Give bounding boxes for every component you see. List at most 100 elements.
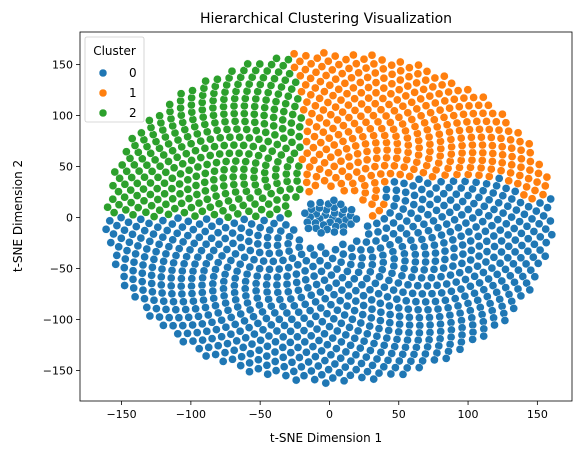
scatter-point-cluster-0 [221, 322, 231, 332]
scatter-point-cluster-0 [215, 217, 224, 226]
scatter-point-cluster-0 [112, 221, 122, 230]
scatter-point-cluster-0 [256, 335, 265, 345]
scatter-point-cluster-0 [144, 219, 154, 228]
scatter-point-cluster-0 [251, 279, 261, 288]
scatter-point-cluster-0 [259, 256, 268, 266]
scatter-point-cluster-0 [379, 214, 389, 224]
scatter-point-cluster-0 [523, 234, 533, 244]
scatter-point-cluster-2 [272, 178, 282, 188]
scatter-point-cluster-1 [305, 162, 315, 172]
scatter-point-cluster-2 [212, 158, 221, 167]
scatter-point-cluster-2 [239, 109, 249, 118]
scatter-point-cluster-0 [311, 352, 320, 361]
scatter-point-cluster-0 [358, 310, 368, 319]
scatter-point-cluster-0 [339, 376, 349, 386]
scatter-point-cluster-0 [379, 362, 389, 372]
scatter-point-cluster-1 [525, 148, 535, 158]
scatter-point-cluster-2 [219, 181, 229, 191]
scatter-point-cluster-0 [501, 184, 511, 193]
scatter-point-cluster-1 [465, 125, 474, 134]
scatter-point-cluster-0 [197, 246, 206, 255]
legend-label-1: 1 [129, 86, 137, 100]
scatter-point-cluster-0 [400, 249, 409, 259]
scatter-point-cluster-0 [263, 233, 272, 242]
scatter-point-cluster-0 [187, 289, 197, 298]
scatter-point-cluster-1 [355, 78, 365, 87]
scatter-point-cluster-2 [197, 206, 207, 216]
scatter-point-cluster-1 [309, 156, 319, 165]
scatter-point-cluster-0 [389, 229, 398, 239]
scatter-point-cluster-0 [285, 338, 295, 347]
scatter-point-cluster-0 [385, 301, 394, 311]
scatter-point-cluster-1 [412, 157, 422, 167]
scatter-point-cluster-0 [435, 334, 445, 344]
scatter-point-cluster-2 [127, 173, 137, 182]
scatter-point-cluster-0 [214, 239, 224, 249]
scatter-point-cluster-0 [354, 267, 363, 277]
scatter-point-cluster-0 [357, 359, 366, 368]
scatter-point-cluster-0 [198, 335, 207, 345]
scatter-point-cluster-0 [387, 349, 397, 358]
scatter-point-cluster-2 [251, 158, 261, 168]
scatter-point-cluster-2 [198, 90, 208, 100]
scatter-point-cluster-0 [351, 296, 361, 306]
scatter-point-cluster-1 [295, 57, 305, 66]
scatter-point-cluster-0 [492, 181, 501, 191]
scatter-point-cluster-1 [506, 135, 515, 145]
scatter-point-cluster-2 [249, 166, 259, 175]
scatter-point-cluster-2 [150, 155, 160, 165]
scatter-point-cluster-1 [395, 75, 405, 85]
scatter-point-cluster-1 [358, 132, 368, 142]
scatter-point-cluster-0 [284, 246, 294, 256]
scatter-point-cluster-0 [524, 202, 533, 212]
scatter-point-cluster-0 [337, 337, 346, 347]
scatter-point-cluster-2 [181, 149, 191, 159]
scatter-point-cluster-2 [258, 144, 268, 153]
scatter-point-cluster-0 [371, 236, 381, 246]
scatter-point-cluster-0 [148, 287, 157, 297]
scatter-point-cluster-0 [183, 329, 192, 338]
y-tick-label: −100 [43, 313, 73, 326]
scatter-point-cluster-0 [437, 212, 447, 222]
scatter-point-cluster-0 [461, 275, 470, 284]
scatter-point-cluster-2 [155, 143, 164, 153]
scatter-point-cluster-0 [106, 238, 116, 247]
scatter-point-cluster-0 [403, 335, 412, 345]
legend-entry-0: 0 [98, 66, 137, 80]
scatter-point-cluster-0 [408, 181, 418, 191]
scatter-point-cluster-0 [124, 217, 133, 227]
scatter-point-cluster-1 [311, 101, 320, 111]
scatter-point-cluster-0 [378, 258, 388, 267]
scatter-point-cluster-1 [507, 143, 517, 153]
scatter-point-cluster-1 [348, 179, 358, 188]
scatter-point-cluster-0 [479, 331, 489, 341]
scatter-point-cluster-2 [250, 199, 260, 209]
scatter-point-cluster-0 [489, 313, 498, 323]
scatter-point-cluster-0 [101, 224, 111, 234]
scatter-point-cluster-1 [334, 84, 344, 94]
scatter-point-cluster-0 [222, 245, 232, 254]
scatter-point-cluster-0 [365, 321, 375, 331]
scatter-point-cluster-0 [474, 251, 484, 261]
scatter-point-cluster-0 [231, 249, 240, 259]
scatter-point-cluster-0 [130, 292, 140, 302]
scatter-point-cluster-0 [167, 289, 177, 299]
scatter-point-cluster-1 [359, 54, 369, 64]
scatter-point-cluster-0 [289, 225, 299, 235]
scatter-point-cluster-1 [534, 169, 543, 178]
scatter-point-cluster-1 [370, 68, 380, 78]
scatter-point-cluster-2 [115, 173, 124, 183]
scatter-point-cluster-0 [320, 356, 330, 365]
scatter-point-cluster-1 [331, 102, 340, 112]
scatter-point-cluster-0 [238, 343, 248, 352]
scatter-point-cluster-1 [352, 167, 362, 177]
scatter-point-cluster-0 [183, 217, 193, 226]
scatter-point-cluster-0 [366, 346, 375, 355]
scatter-point-cluster-1 [351, 59, 361, 69]
scatter-point-cluster-0 [239, 215, 249, 224]
scatter-point-cluster-1 [527, 194, 537, 204]
scatter-point-cluster-0 [219, 291, 229, 301]
scatter-point-cluster-0 [547, 230, 557, 240]
scatter-point-cluster-0 [374, 368, 384, 378]
scatter-point-cluster-1 [446, 135, 456, 144]
